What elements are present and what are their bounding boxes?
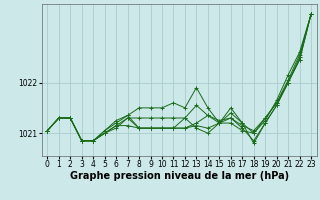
X-axis label: Graphe pression niveau de la mer (hPa): Graphe pression niveau de la mer (hPa) [70, 171, 289, 181]
